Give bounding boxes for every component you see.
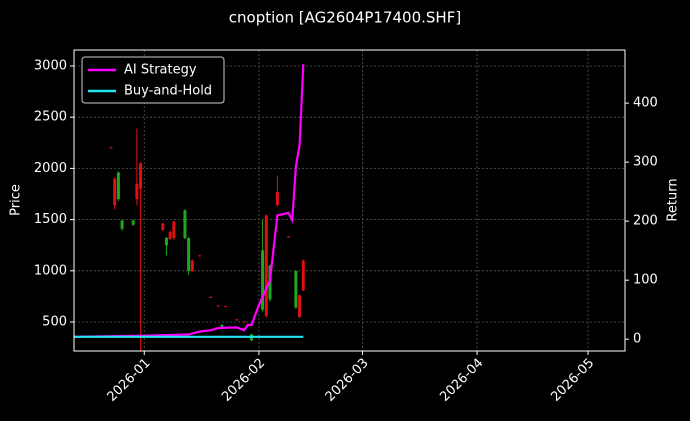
y-tick-label: 2500 xyxy=(34,110,67,125)
x-tick-label: 2026-05 xyxy=(548,356,597,405)
candle-body xyxy=(209,296,213,298)
candle-body xyxy=(131,220,135,225)
candle-body xyxy=(168,231,172,240)
candle-body xyxy=(294,270,298,308)
x-tick-label: 2026-04 xyxy=(437,356,486,405)
candle-body xyxy=(224,306,228,308)
x-tick-label: 2026-03 xyxy=(323,356,372,405)
candle-body xyxy=(139,163,143,189)
candle-body xyxy=(164,238,168,246)
candle-body xyxy=(275,191,279,206)
candle-body xyxy=(220,325,224,329)
y-axis-label: Price xyxy=(9,184,24,216)
candle-body xyxy=(109,147,113,149)
candle-body xyxy=(183,210,187,239)
chart-title: cnoption [AG2604P17400.SHF] xyxy=(229,9,461,27)
x-tick-label: 2026-01 xyxy=(105,356,154,405)
candle-body xyxy=(190,260,194,271)
candle-body xyxy=(113,178,117,206)
y2-axis-label: Return xyxy=(666,178,681,221)
candle-body xyxy=(235,319,239,321)
legend-box xyxy=(81,56,225,104)
y2-tick-label: 400 xyxy=(633,96,658,111)
y-tick-label: 1000 xyxy=(34,263,67,278)
candle-body xyxy=(216,305,220,307)
candle-body xyxy=(301,260,305,291)
candle-body xyxy=(286,236,290,238)
legend-label: AI Strategy xyxy=(124,63,197,78)
x-tick-label: 2026-02 xyxy=(219,356,268,405)
candle-body xyxy=(161,223,165,230)
candle-body xyxy=(198,255,202,257)
candle-body xyxy=(120,220,124,229)
y2-tick-label: 200 xyxy=(633,214,658,229)
legend-label: Buy-and-Hold xyxy=(124,84,212,99)
return-line xyxy=(73,64,305,338)
candle-body xyxy=(242,321,246,323)
plot-frame xyxy=(73,49,626,352)
y-tick-label: 2000 xyxy=(34,161,67,176)
candle-body xyxy=(264,215,268,316)
y-tick-label: 1500 xyxy=(34,212,67,227)
candle-body xyxy=(116,172,120,200)
candle-body xyxy=(172,221,176,239)
candle-body xyxy=(187,238,191,271)
y-tick-label: 3000 xyxy=(34,58,67,73)
legend: AI Strategy Buy-and-Hold xyxy=(81,56,225,104)
y2-tick-label: 100 xyxy=(633,273,658,288)
candle-body xyxy=(261,250,265,310)
candle-body xyxy=(298,295,302,317)
candle-body xyxy=(135,183,139,200)
y2-tick-label: 300 xyxy=(633,155,658,170)
y2-tick-label: 0 xyxy=(633,332,641,347)
y-tick-label: 500 xyxy=(42,315,67,330)
